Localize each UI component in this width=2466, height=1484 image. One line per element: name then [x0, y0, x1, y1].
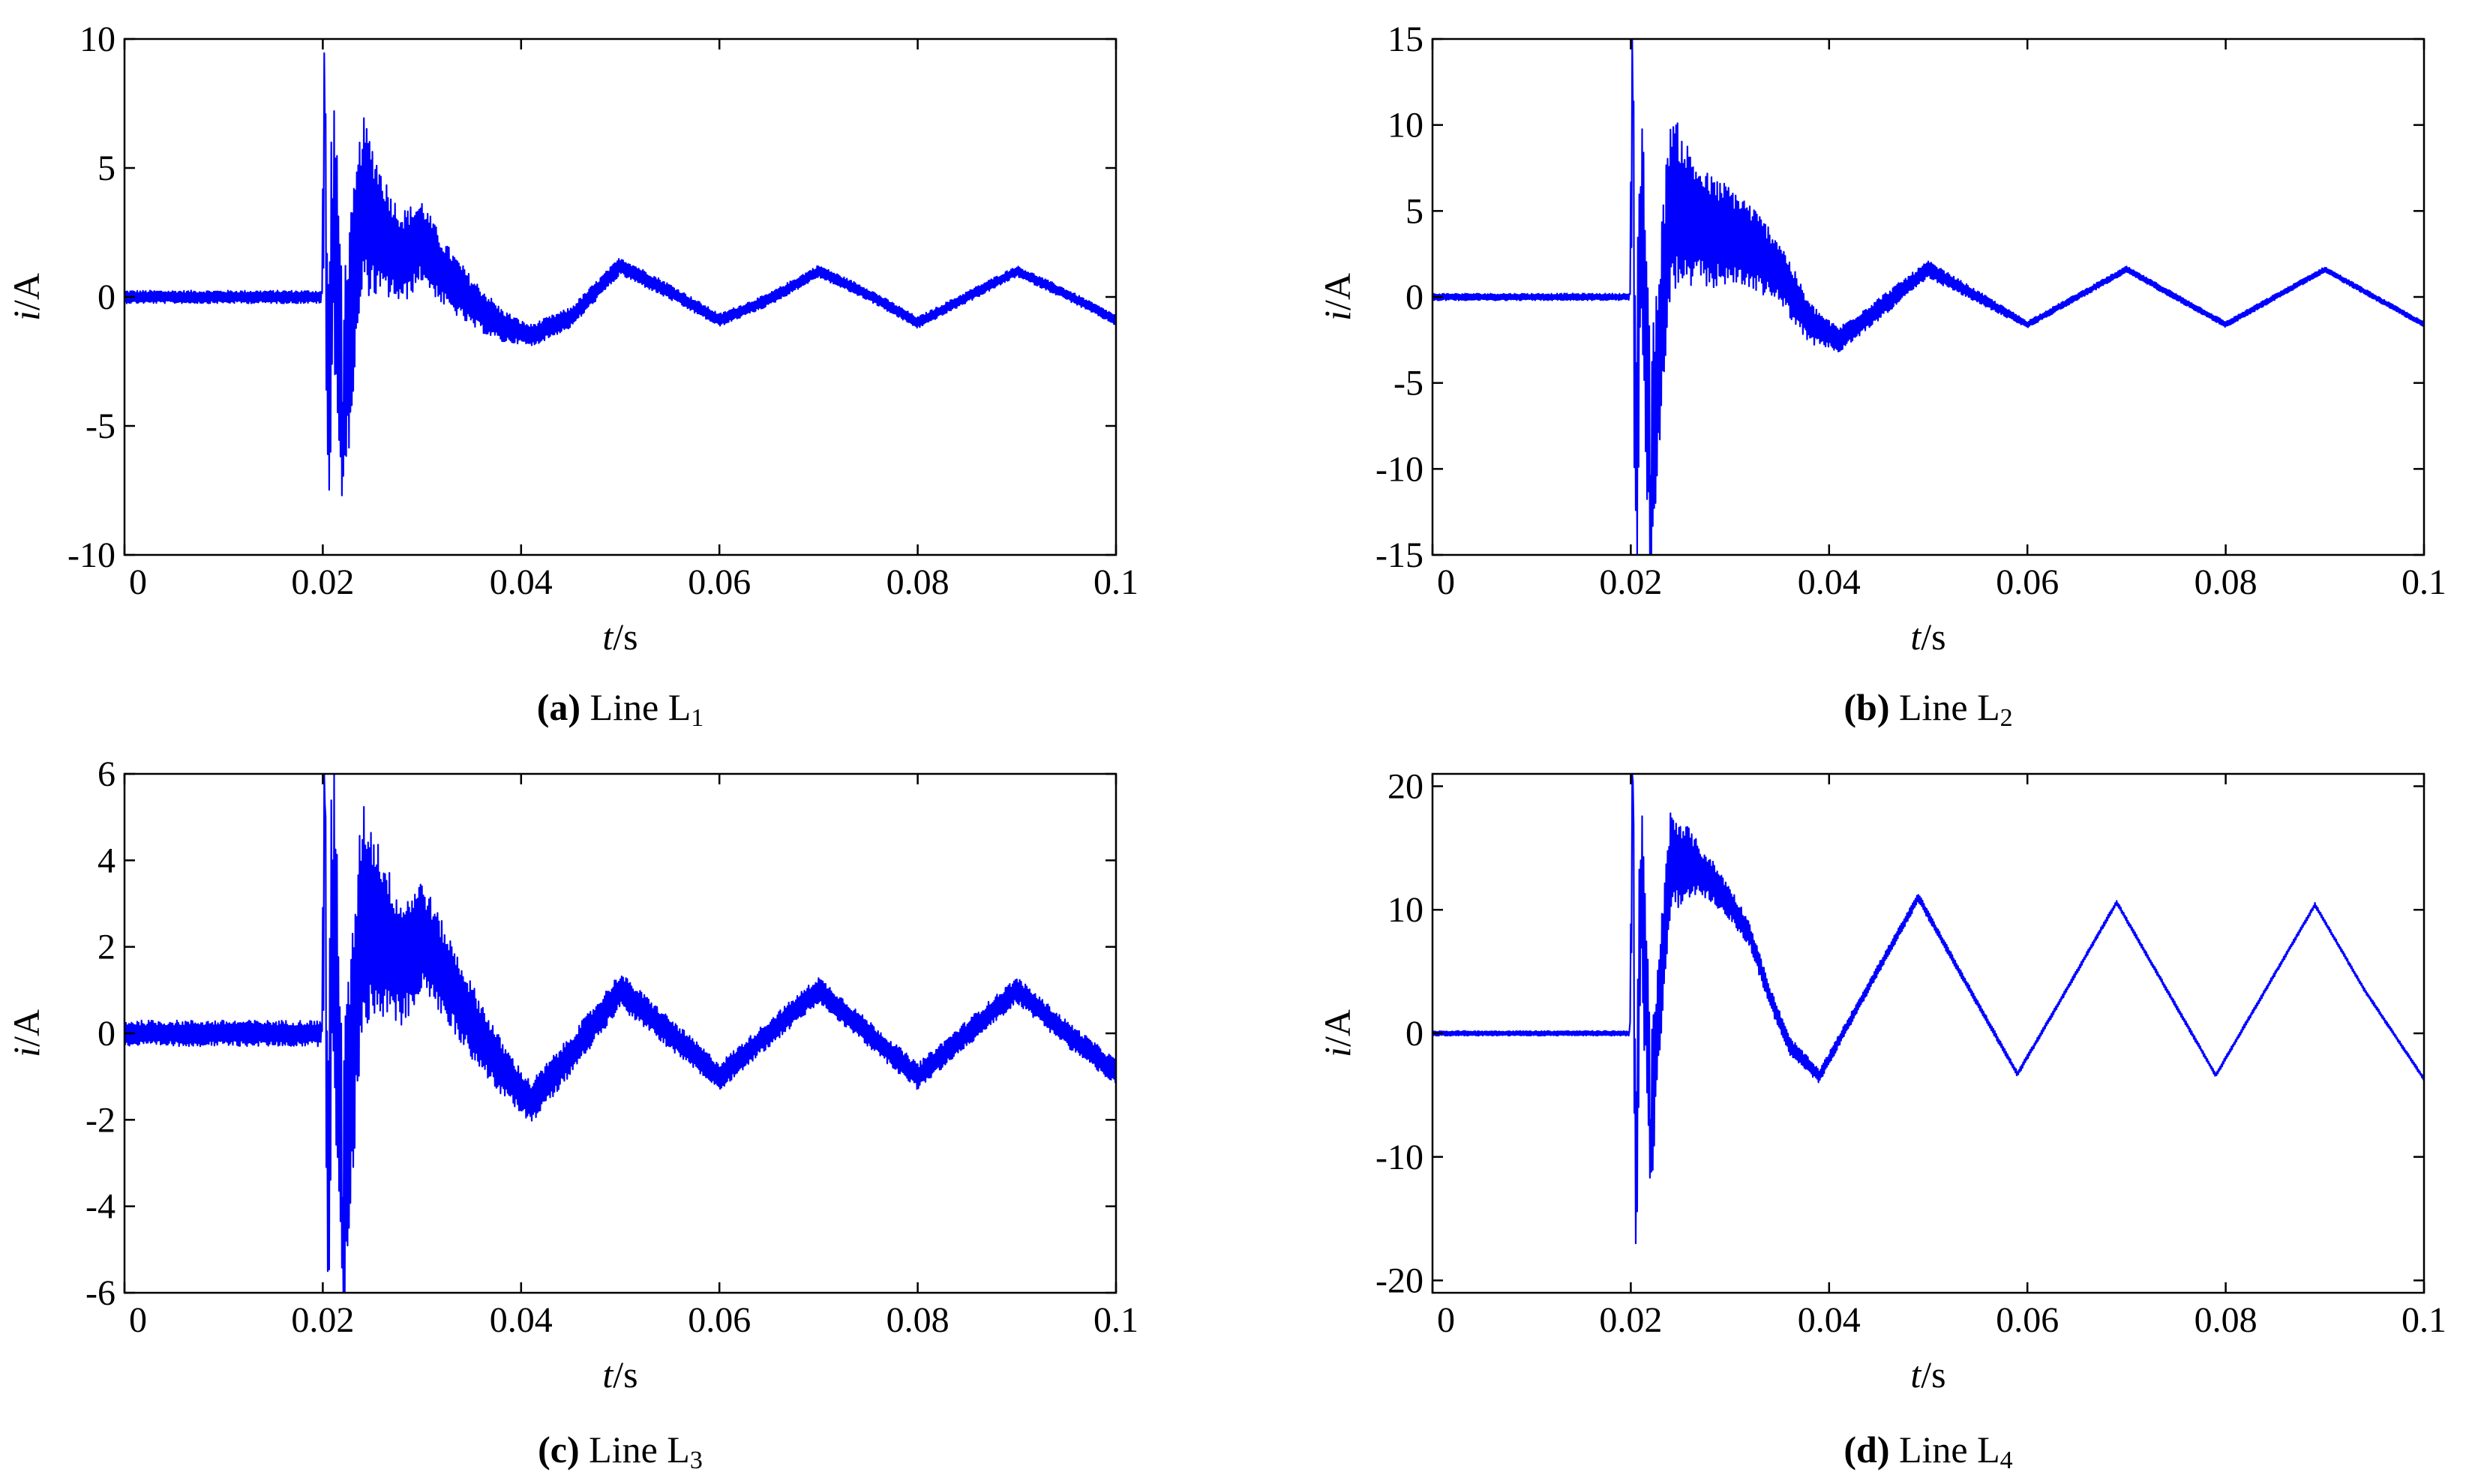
y-tick-label: 0 [98, 1014, 116, 1054]
x-tick-label: 0.06 [688, 1300, 751, 1340]
series-line [123, 772, 1118, 1294]
x-tick-label: 0.02 [1599, 1300, 1662, 1340]
x-axis-label: t/s [1910, 1354, 1946, 1396]
y-tick-label: -5 [1394, 364, 1424, 403]
x-tick-label: 0.02 [291, 1300, 354, 1340]
y-axis-label: i/A [5, 273, 47, 321]
y-tick-label: -4 [86, 1187, 116, 1227]
x-tick-label: 0.02 [1599, 562, 1662, 602]
y-axis-label: i/A [1316, 273, 1358, 321]
y-tick-label: 0 [1406, 1014, 1424, 1054]
x-axis-label: t/s [602, 616, 638, 658]
x-tick-label: 0.04 [1798, 562, 1861, 602]
y-tick-label: -10 [1376, 449, 1424, 489]
y-tick-label: -2 [86, 1100, 116, 1140]
x-tick-label: 0 [1437, 1300, 1455, 1340]
x-tick-label: 0.1 [2402, 1300, 2446, 1340]
y-tick-label: 5 [1406, 191, 1424, 231]
x-tick-label: 0.04 [490, 1300, 553, 1340]
y-tick-label: 10 [1388, 106, 1424, 145]
y-tick-label: -10 [1376, 1138, 1424, 1177]
panel-a: 0 0.02 0.04 0.06 0.08 0.1 10 5 0 -5 -10 i/A t/s (a) L… [5, 19, 1138, 732]
panel-caption: (d) Line L4 [1844, 1429, 2012, 1474]
x-tick-label: 0.02 [291, 562, 354, 602]
y-tick-label: 10 [80, 19, 116, 59]
y-tick-label: 0 [98, 277, 116, 317]
x-tick-label: 0.06 [1996, 1300, 2059, 1340]
x-tick-label: 0.08 [2194, 562, 2258, 602]
panel-c: 0 0.02 0.04 0.06 0.08 0.1 6 4 2 0 -2 -4 -6 i/A t/s (c) … [5, 754, 1138, 1474]
panel-b: 0 0.02 0.04 0.06 0.08 0.1 15 10 5 0 -5 -10 -15 i/A t/s… [1316, 19, 2446, 732]
x-tick-label: 0.08 [886, 562, 950, 602]
x-axis-label: t/s [602, 1354, 638, 1396]
y-axis-label: i/A [5, 1009, 47, 1057]
y-axis-label: i/A [1316, 1009, 1358, 1057]
panel-caption: (b) Line L2 [1844, 686, 2012, 732]
y-tick-label: -6 [86, 1273, 116, 1313]
y-tick-label: -5 [86, 406, 116, 446]
y-tick-label: -20 [1376, 1261, 1424, 1301]
panel-caption: (a) Line L1 [537, 686, 704, 732]
panel-caption: (c) Line L3 [538, 1429, 703, 1474]
y-tick-label: 15 [1388, 19, 1424, 59]
x-tick-label: 0.04 [490, 562, 553, 602]
panel-d: 0 0.02 0.04 0.06 0.08 0.1 20 10 0 -10 -20 i/A t/s (d)… [1316, 766, 2446, 1474]
x-tick-label: 0.08 [886, 1300, 950, 1340]
y-tick-label: 10 [1388, 890, 1424, 930]
y-tick-label: 2 [98, 928, 116, 967]
y-tick-label: -10 [68, 535, 116, 575]
x-tick-label: 0.06 [1996, 562, 2059, 602]
y-tick-label: -15 [1376, 535, 1424, 575]
x-tick-label: 0.1 [1094, 1300, 1138, 1340]
x-axis-label: t/s [1910, 616, 1946, 658]
x-tick-label: 0.06 [688, 562, 751, 602]
x-tick-label: 0 [129, 562, 147, 602]
y-tick-label: 0 [1406, 277, 1424, 317]
x-tick-label: 0.08 [2194, 1300, 2258, 1340]
x-tick-label: 0.04 [1798, 1300, 1861, 1340]
x-tick-label: 0 [129, 1300, 147, 1340]
series-line [123, 52, 1118, 496]
y-tick-label: 20 [1388, 766, 1424, 806]
x-tick-label: 0.1 [1094, 562, 1138, 602]
x-tick-label: 0 [1437, 562, 1455, 602]
y-tick-label: 5 [98, 148, 116, 188]
series-line [1431, 37, 2426, 556]
y-tick-label: 6 [98, 754, 116, 794]
x-tick-label: 0.1 [2402, 562, 2446, 602]
y-tick-label: 4 [98, 841, 116, 880]
series-line [1431, 772, 2426, 1245]
